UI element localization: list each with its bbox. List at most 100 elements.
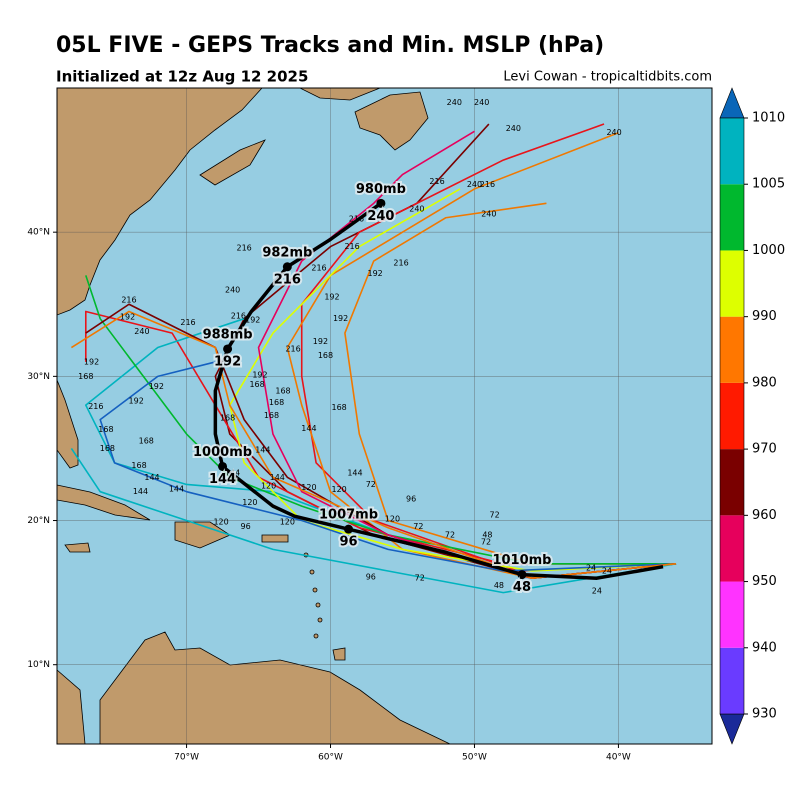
hour-label: 24 xyxy=(586,564,596,573)
mean-point xyxy=(218,461,228,471)
grid xyxy=(57,88,712,744)
hour-label: 96 xyxy=(339,535,357,550)
hour-label: 96 xyxy=(366,572,376,581)
colorbar-label: 1005 xyxy=(752,177,785,192)
hour-label: 216 xyxy=(180,318,195,327)
hour-label: 72 xyxy=(490,510,500,519)
mean-point xyxy=(376,198,386,208)
pressure-label: 1000mb xyxy=(193,445,252,460)
hour-label: 192 xyxy=(313,337,328,346)
pressure-label: 1007mb xyxy=(319,508,378,523)
pressure-label: 1010mb xyxy=(492,553,551,568)
hour-label: 144 xyxy=(169,484,184,493)
ensemble-track xyxy=(99,361,677,572)
hour-label: 72 xyxy=(445,530,455,539)
hour-label: 168 xyxy=(220,414,235,423)
hour-label: 120 xyxy=(261,481,276,490)
hour-label: 168 xyxy=(332,403,347,412)
colorbar: 930 940 950 960 970 980 990 1000 1005 1010 xyxy=(719,87,785,745)
colorbar-label: 930 xyxy=(752,707,777,722)
hour-label: 144 xyxy=(133,487,148,496)
colorbar-segment xyxy=(720,581,744,648)
hour-label: 48 xyxy=(494,581,504,590)
map-frame xyxy=(56,87,713,745)
y-tick-label: 10°N xyxy=(27,660,50,670)
x-tick-label: 40°W xyxy=(606,753,631,763)
colorbar-label: 960 xyxy=(752,508,777,523)
colorbar-segment xyxy=(720,250,744,317)
hour-label: 216 xyxy=(344,242,359,251)
hour-label: 144 xyxy=(144,473,159,482)
hour-label: 168 xyxy=(100,444,115,453)
hour-label: 192 xyxy=(245,316,260,325)
colorbar-segment xyxy=(720,316,744,383)
x-tick-label: 60°W xyxy=(318,753,343,763)
hour-label: 192 xyxy=(324,293,339,302)
colorbar-segment xyxy=(720,449,744,516)
hour-label: 216 xyxy=(311,264,326,273)
hour-label: 144 xyxy=(270,473,285,482)
hour-label: 144 xyxy=(301,424,316,433)
subtitle: Initialized at 12z Aug 12 2025 xyxy=(56,68,308,86)
colorbar-label: 990 xyxy=(752,309,777,324)
hour-label: 240 xyxy=(367,209,394,224)
mean-point xyxy=(223,344,233,354)
hour-label: 168 xyxy=(249,380,264,389)
hour-label: 168 xyxy=(264,411,279,420)
colorbar-segment xyxy=(720,515,744,582)
hour-label: 168 xyxy=(98,425,113,434)
hour-label: 216 xyxy=(429,177,444,186)
x-tick-label: 50°W xyxy=(462,753,487,763)
hour-label: 24 xyxy=(602,566,612,575)
ensemble-track xyxy=(344,202,677,565)
hour-label: 72 xyxy=(481,538,491,547)
hour-label: 216 xyxy=(480,180,495,189)
colorbar-extend xyxy=(719,713,745,745)
hour-label: 144 xyxy=(255,445,270,454)
hour-label: 192 xyxy=(129,396,144,405)
hour-label: 168 xyxy=(269,398,284,407)
x-tick-label: 70°W xyxy=(174,753,199,763)
mean-point xyxy=(282,262,292,272)
colorbar-label: 940 xyxy=(752,640,777,655)
y-tick-label: 30°N xyxy=(27,372,50,382)
hour-label: 120 xyxy=(301,483,316,492)
hour-label: 216 xyxy=(393,259,408,268)
pressure-label: 988mb xyxy=(203,327,253,342)
hour-label: 120 xyxy=(332,485,347,494)
hour-label: 216 xyxy=(121,295,136,304)
hour-label: 144 xyxy=(347,468,362,477)
hour-label: 168 xyxy=(275,386,290,395)
hour-label: 216 xyxy=(231,311,246,320)
hour-label: 192 xyxy=(214,354,241,369)
hour-label: 48 xyxy=(513,580,531,595)
ensemble-track xyxy=(85,275,677,565)
hour-label: 240 xyxy=(134,327,149,336)
hour-label: 168 xyxy=(78,372,93,381)
hour-label: 168 xyxy=(318,351,333,360)
hour-label: 216 xyxy=(274,272,301,287)
hour-label: 120 xyxy=(213,517,228,526)
hour-label: 192 xyxy=(149,382,164,391)
hour-label: 72 xyxy=(415,574,425,583)
colorbar-segment xyxy=(720,382,744,450)
hour-label: 216 xyxy=(88,402,103,411)
hour-label: 240 xyxy=(506,124,521,133)
colorbar-segment xyxy=(720,118,744,185)
y-tick-label: 40°N xyxy=(27,228,50,238)
hour-label: 192 xyxy=(368,269,383,278)
hour-label: 192 xyxy=(120,313,135,322)
hour-label: 192 xyxy=(333,314,348,323)
hour-label: 120 xyxy=(385,515,400,524)
land xyxy=(57,88,451,744)
colorbar-label: 1000 xyxy=(752,243,785,258)
title: 05L FIVE - GEPS Tracks and Min. MSLP (hP… xyxy=(56,33,604,58)
hour-label: 48 xyxy=(482,530,492,539)
mean-point xyxy=(517,570,527,580)
hour-label: 192 xyxy=(84,357,99,366)
hour-label: 168 xyxy=(131,461,146,470)
colorbar-frame xyxy=(719,117,745,715)
